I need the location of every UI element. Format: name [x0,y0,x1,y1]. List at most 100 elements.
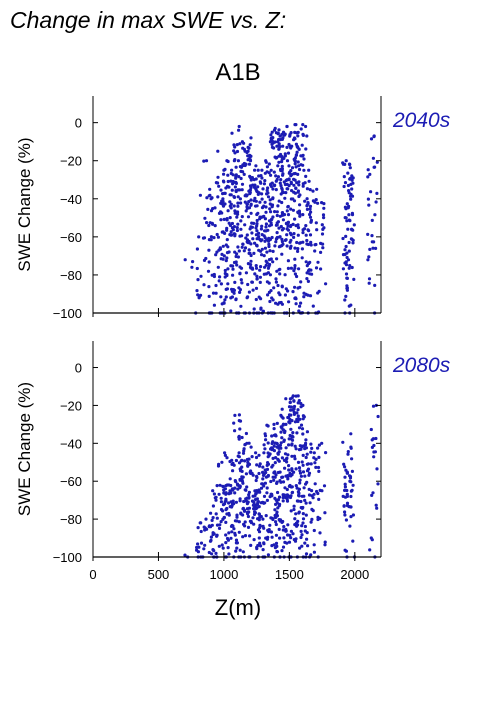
data-point [341,440,345,444]
data-point [263,179,267,183]
data-point [295,240,299,245]
data-point [370,538,374,542]
data-point [257,505,261,509]
data-point [317,497,321,501]
data-point [261,309,265,313]
data-point [224,259,228,263]
data-point [259,501,263,505]
data-point [349,494,353,499]
data-point [370,234,374,238]
data-point [230,295,234,299]
data-point [287,464,291,468]
data-point [373,213,377,217]
data-point [284,287,288,291]
data-point [305,452,309,456]
data-point [305,277,309,281]
data-point [212,236,216,240]
data-point [238,265,242,269]
data-point [303,541,307,545]
data-point [240,435,244,440]
data-point [263,265,267,269]
data-point [283,466,287,470]
data-point [281,528,285,532]
data-point [272,471,276,475]
data-point [235,482,240,486]
data-point [266,462,271,466]
data-point [241,163,245,167]
data-point [293,444,297,448]
data-point [260,176,264,180]
data-point [301,521,305,525]
data-point [292,410,296,414]
scenario-title: A1B [215,59,260,86]
data-point [286,205,290,209]
figure-header: Change in max SWE vs. Z: [10,7,286,33]
data-point [224,499,228,503]
data-point [278,181,282,185]
data-point [280,549,284,553]
data-point [284,238,288,242]
data-point [305,134,309,138]
data-point [303,447,307,451]
data-point [307,168,311,172]
data-point [240,281,244,285]
data-point [317,469,321,473]
data-point [260,233,264,237]
data-point [229,536,233,540]
data-point [309,268,313,272]
data-point [286,151,291,155]
data-point [258,180,262,184]
data-point [276,220,280,224]
data-point [249,178,253,182]
data-point [293,257,297,261]
data-point [256,500,260,504]
data-point [309,462,313,466]
data-point [287,468,291,472]
data-point [286,213,291,217]
data-point [266,191,270,195]
data-point [366,232,370,236]
data-point [267,162,271,166]
data-point [292,407,296,411]
data-point [343,488,347,492]
data-point [218,483,222,487]
data-point [273,461,277,465]
x-tick-label: 500 [148,567,170,582]
data-point [305,207,309,211]
data-point [210,221,214,225]
data-point [299,127,303,131]
data-point [232,195,237,199]
data-point [294,484,298,488]
data-point [347,191,351,195]
data-point [198,193,202,197]
data-point [224,295,228,299]
data-point [234,165,238,169]
data-point [261,524,265,529]
data-point [261,477,265,481]
data-point [255,222,259,226]
data-point [216,149,220,153]
data-point [242,509,247,513]
data-point [245,233,249,237]
data-point [250,231,254,235]
data-point [252,178,256,182]
data-point [224,491,228,495]
x-axis-label: Z(m) [215,595,261,620]
data-point [251,267,255,271]
data-point [255,212,259,217]
data-point [236,159,240,163]
data-point [268,198,272,202]
data-point [246,154,250,158]
data-point [318,531,322,535]
data-point [293,178,297,182]
x-tick-label: 2000 [340,567,369,582]
data-point [342,184,346,189]
data-point [232,260,237,265]
data-point [246,295,250,299]
data-point [290,438,295,442]
data-point [243,459,247,463]
data-point [275,177,279,182]
data-point [254,492,258,496]
data-point [276,283,280,288]
